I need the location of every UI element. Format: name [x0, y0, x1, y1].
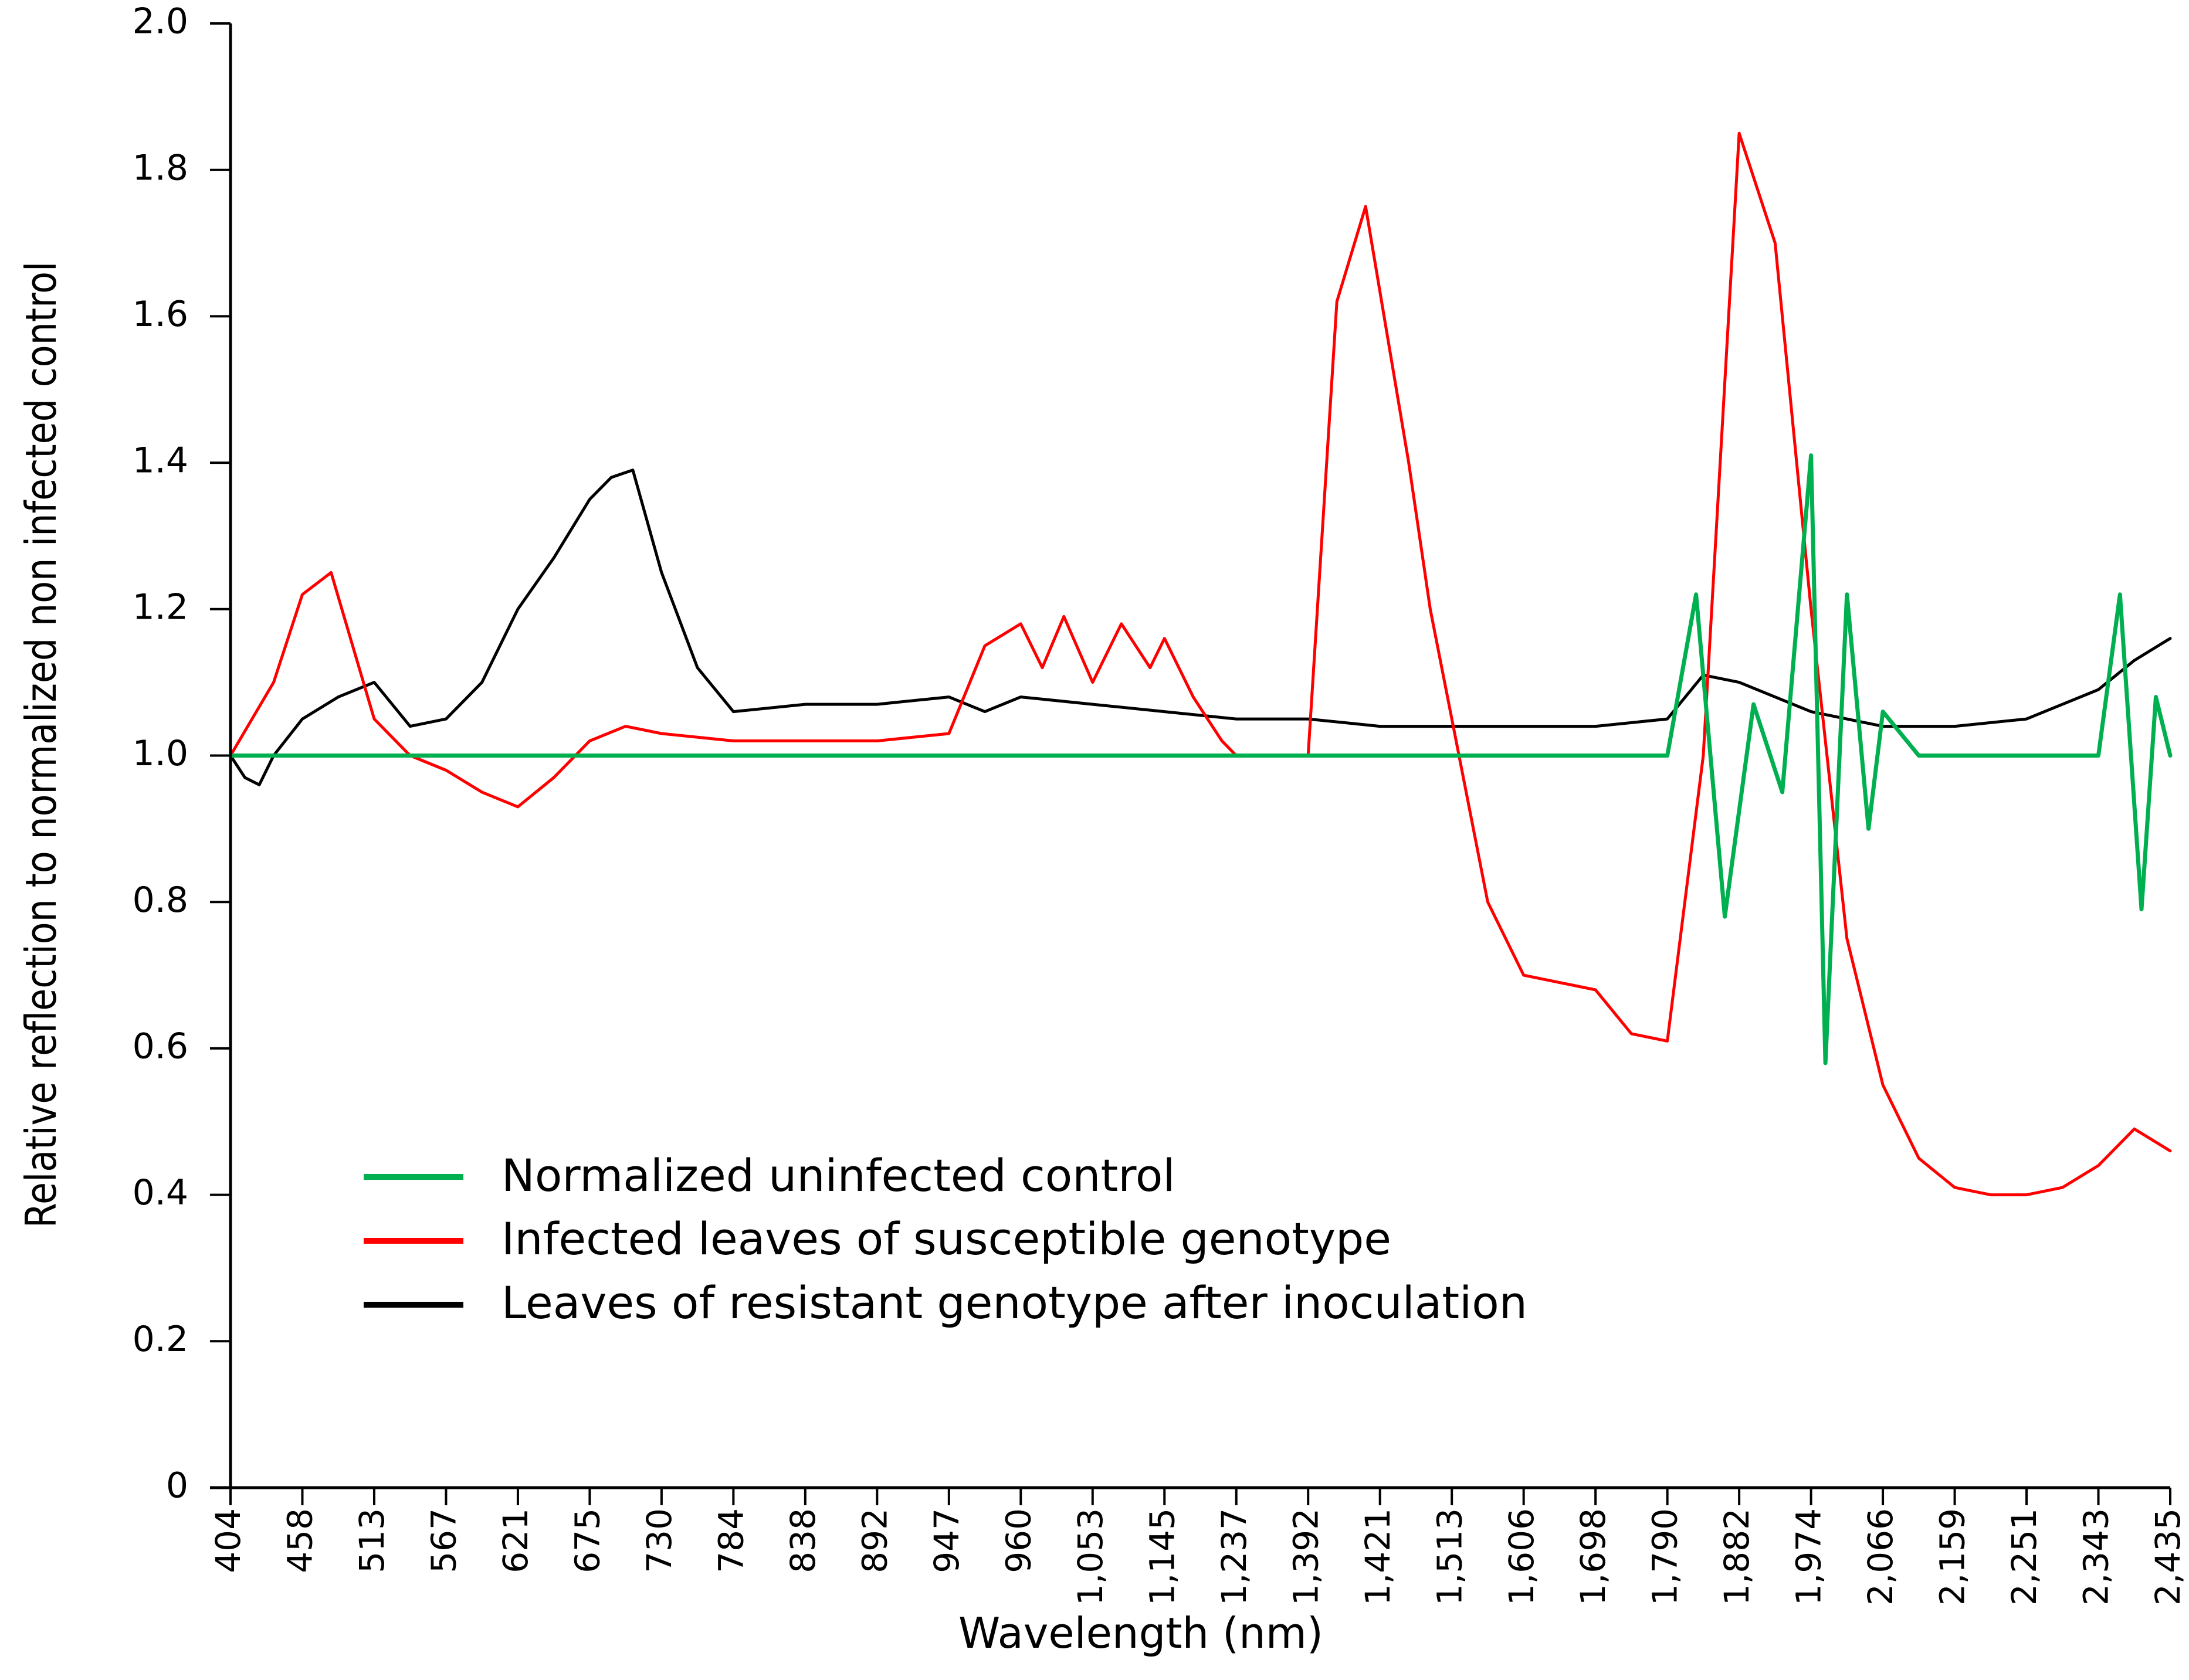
- x-tick-label: 458: [280, 1508, 320, 1573]
- x-tick-label: 784: [711, 1508, 751, 1573]
- x-tick-label: 404: [208, 1508, 248, 1573]
- series-line-susceptible: [229, 131, 2172, 1197]
- y-tick-label: 0.2: [133, 1319, 188, 1360]
- legend-label-susceptible: Infected leaves of susceptible genotype: [501, 1213, 1391, 1265]
- x-axis-title: Wavelength (nm): [958, 1608, 1323, 1658]
- x-tick-label: 1,790: [1645, 1508, 1685, 1606]
- series-layer: [228, 131, 2173, 1197]
- y-tick-label: 1.4: [133, 440, 188, 481]
- y-tick-label: 1.8: [133, 147, 188, 188]
- x-tick-label: 567: [424, 1508, 464, 1573]
- x-tick-label: 1,392: [1286, 1508, 1326, 1606]
- y-tick-label: 2.0: [133, 1, 188, 42]
- x-tick-label: 1,513: [1429, 1508, 1469, 1606]
- y-tick-label: 0: [166, 1465, 188, 1506]
- x-tick-label: 1,237: [1214, 1508, 1254, 1606]
- x-tick-label: 2,066: [1861, 1508, 1900, 1606]
- y-axis-title: Relative reflection to normalized non in…: [17, 262, 66, 1228]
- legend-label-resistant: Leaves of resistant genotype after inocu…: [501, 1277, 1527, 1329]
- x-tick-label: 1,145: [1142, 1508, 1182, 1606]
- x-tick-label: 730: [639, 1508, 679, 1573]
- y-tick-label: 0.4: [133, 1172, 188, 1213]
- x-tick-label: 1,698: [1573, 1508, 1613, 1606]
- y-tick-label: 1.6: [133, 294, 188, 335]
- x-tick-label: 2,435: [2148, 1508, 2188, 1606]
- x-tick-label: 2,343: [2076, 1508, 2116, 1606]
- x-tick-label: 1,606: [1502, 1508, 1541, 1606]
- y-tick-label: 0.8: [133, 880, 188, 921]
- x-tick-label: 960: [998, 1508, 1038, 1573]
- x-tick-label: 513: [352, 1508, 392, 1573]
- x-tick-label: 947: [927, 1508, 967, 1573]
- x-tick-label: 892: [855, 1508, 894, 1573]
- legend-label-control: Normalized uninfected control: [501, 1149, 1175, 1202]
- x-tick-label: 1,421: [1358, 1508, 1398, 1606]
- x-tick-layer: 404 458 513 567 621 675 730 784 838 892 947 960 1,05…: [208, 1488, 2188, 1606]
- series-line-normalized-control: [228, 453, 2173, 1065]
- x-tick-label: 675: [568, 1508, 608, 1573]
- x-tick-label: 1,053: [1070, 1508, 1110, 1606]
- series-line-resistant: [229, 469, 2172, 786]
- x-tick-label: 838: [783, 1508, 823, 1573]
- x-tick-label: 1,882: [1717, 1508, 1757, 1606]
- x-tick-label: 2,159: [1933, 1508, 1973, 1606]
- y-tick-label: 0.6: [133, 1026, 188, 1067]
- x-tick-label: 621: [496, 1508, 536, 1573]
- y-tick-label: 1.2: [133, 586, 188, 627]
- legend: Normalized uninfected control Infected l…: [364, 1149, 1527, 1329]
- y-tick-layer: 0 0.2 0.4 0.6 0.8 1.0 1.2 1.4 1.6 1.8 2.0: [133, 1, 231, 1506]
- x-tick-label: 2,251: [2004, 1508, 2044, 1606]
- x-tick-label: 1,974: [1789, 1508, 1829, 1606]
- y-tick-label: 1.0: [133, 733, 188, 774]
